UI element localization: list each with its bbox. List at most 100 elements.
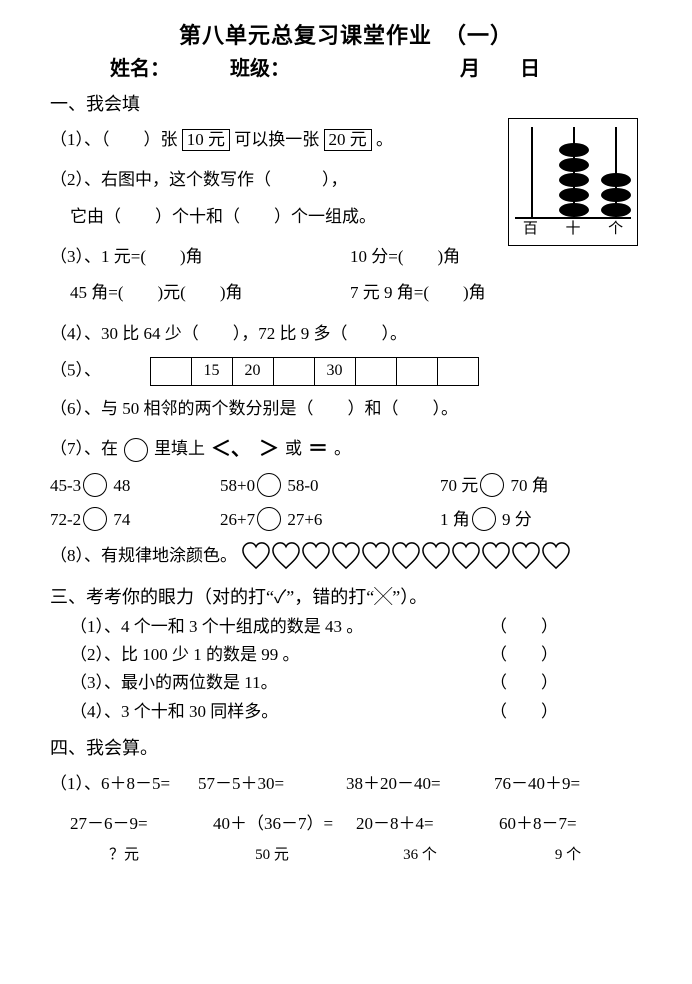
compare-right: 74 — [109, 510, 130, 529]
compare-left: 72-2 — [50, 510, 81, 529]
heart-icon — [391, 545, 421, 564]
q3-d: 7 元 9 角=( )角 — [350, 280, 486, 306]
tf-statement: （4）、3 个十和 30 同样多。 — [70, 699, 490, 725]
q4: （4）、30 比 64 少（ ），72 比 9 多（ ）。 — [50, 321, 642, 347]
abacus-label-ge: 个 — [608, 218, 623, 241]
compare-right: 27+6 — [283, 510, 322, 529]
compare-item: 26+7 27+6 — [220, 507, 440, 533]
circle-icon — [257, 473, 281, 497]
foot-0: ？元 — [50, 844, 198, 867]
calc-r2-2: 20－8＋4= — [356, 811, 499, 837]
heart-icon — [451, 545, 481, 564]
seq-cell — [396, 357, 437, 385]
abacus-bead — [559, 188, 589, 202]
section-4-title: 四、我会算。 — [50, 735, 642, 763]
abacus-bead — [559, 143, 589, 157]
compare-right: 9 分 — [498, 510, 532, 529]
eq-symbol: ＝ — [308, 434, 328, 465]
q5-table: 152030 — [150, 357, 479, 386]
seq-cell: 15 — [191, 357, 232, 385]
q5-label: （5）、 — [50, 360, 101, 379]
circle-icon — [472, 507, 496, 531]
tf-blank: （ ） — [490, 645, 558, 664]
abacus-label-shi: 十 — [565, 218, 580, 241]
foot-1: 50 元 — [198, 844, 346, 867]
q7-end: 。 — [334, 436, 351, 462]
compare-left: 45-3 — [50, 476, 81, 495]
abacus-bead — [601, 188, 631, 202]
foot-2: 36 个 — [346, 844, 494, 867]
seq-cell — [355, 357, 396, 385]
tf-blank: （ ） — [490, 673, 558, 692]
compare-left: 26+7 — [220, 510, 255, 529]
month-label: 月 — [460, 52, 520, 81]
section-3-title: 三、考考你的眼力（对的打“✓”，错的打“╳”）。 — [50, 584, 642, 612]
compare-item: 58+0 58-0 — [220, 473, 440, 499]
gt-symbol: ＞ — [259, 434, 279, 465]
heart-icon — [301, 545, 331, 564]
heart-icon — [421, 545, 451, 564]
calc-r1-1: 57－5＋30= — [198, 771, 346, 797]
circle-icon — [83, 507, 107, 531]
section-1-title: 一、我会填 — [50, 91, 642, 119]
calc-r1-3: 76－40＋9= — [494, 771, 642, 797]
compare-right: 58-0 — [283, 476, 318, 495]
q7-b: 里填上 — [154, 436, 205, 462]
heart-icon — [541, 545, 571, 564]
calc-r2-0: 27－6－9= — [70, 811, 213, 837]
seq-cell: 30 — [314, 357, 355, 385]
seq-cell — [437, 357, 478, 385]
abacus-bead — [601, 173, 631, 187]
heart-icon — [271, 545, 301, 564]
page-title: 第八单元总复习课堂作业 （一） — [50, 18, 642, 50]
q3-a: （3）、1 元=( )角 — [50, 244, 350, 270]
calc-r2-3: 60＋8－7= — [499, 811, 642, 837]
heart-icon — [361, 545, 391, 564]
heart-icon — [481, 545, 511, 564]
q1-box2: 20 元 — [324, 129, 372, 151]
compare-left: 70 元 — [440, 476, 478, 495]
tf-blank: （ ） — [490, 702, 558, 721]
compare-right: 48 — [109, 476, 130, 495]
abacus-bead — [559, 158, 589, 172]
compare-left: 1 角 — [440, 510, 470, 529]
tf-statement: （1）、4 个一和 3 个十组成的数是 43 。 — [70, 614, 490, 640]
q3-b: 10 分=( )角 — [350, 244, 460, 270]
calc-r2-1: 40＋（36－7）= — [213, 811, 356, 837]
compare-item: 45-3 48 — [50, 473, 220, 499]
q1-suffix: 。 — [376, 130, 393, 149]
class-label: 班级： — [230, 52, 460, 81]
abacus-figure: 百 十 个 — [508, 118, 638, 246]
q7-a: （7）、在 — [50, 436, 118, 462]
seq-cell — [273, 357, 314, 385]
calc-label: （1）、 — [50, 774, 101, 793]
day-label: 日 — [520, 52, 540, 81]
heart-icon — [331, 545, 361, 564]
abacus-bead — [601, 203, 631, 217]
q8-label: （8）、有规律地涂颜色。 — [50, 543, 237, 569]
seq-cell — [150, 357, 191, 385]
abacus-label-bai: 百 — [523, 218, 538, 241]
compare-item: 1 角 9 分 — [440, 507, 640, 533]
foot-3: 9 个 — [494, 844, 642, 867]
calc-r1-2: 38＋20－40= — [346, 771, 494, 797]
circle-icon — [83, 473, 107, 497]
tf-statement: （3）、最小的两位数是 11。 — [70, 670, 490, 696]
abacus-bead — [559, 173, 589, 187]
compare-item: 70 元 70 角 — [440, 473, 640, 499]
compare-right: 70 角 — [506, 476, 549, 495]
calc-r1-0: 6＋8－5= — [101, 774, 170, 793]
q1-box1: 10 元 — [182, 129, 230, 151]
compare-item: 72-2 74 — [50, 507, 220, 533]
tf-statement: （2）、比 100 少 1 的数是 99 。 — [70, 642, 490, 668]
q1-prefix: （1）、（ ）张 — [50, 130, 178, 149]
q7-or: 或 — [285, 436, 302, 462]
q6: （6）、与 50 相邻的两个数分别是（ ）和（ ）。 — [50, 396, 642, 422]
hearts-row — [241, 542, 571, 570]
abacus-bead — [559, 203, 589, 217]
heart-icon — [241, 545, 271, 564]
q3-c: 45 角=( )元( )角 — [70, 280, 350, 306]
tf-blank: （ ） — [490, 617, 558, 636]
name-label: 姓名： — [110, 52, 230, 81]
q1-mid: 可以换一张 — [234, 130, 319, 149]
